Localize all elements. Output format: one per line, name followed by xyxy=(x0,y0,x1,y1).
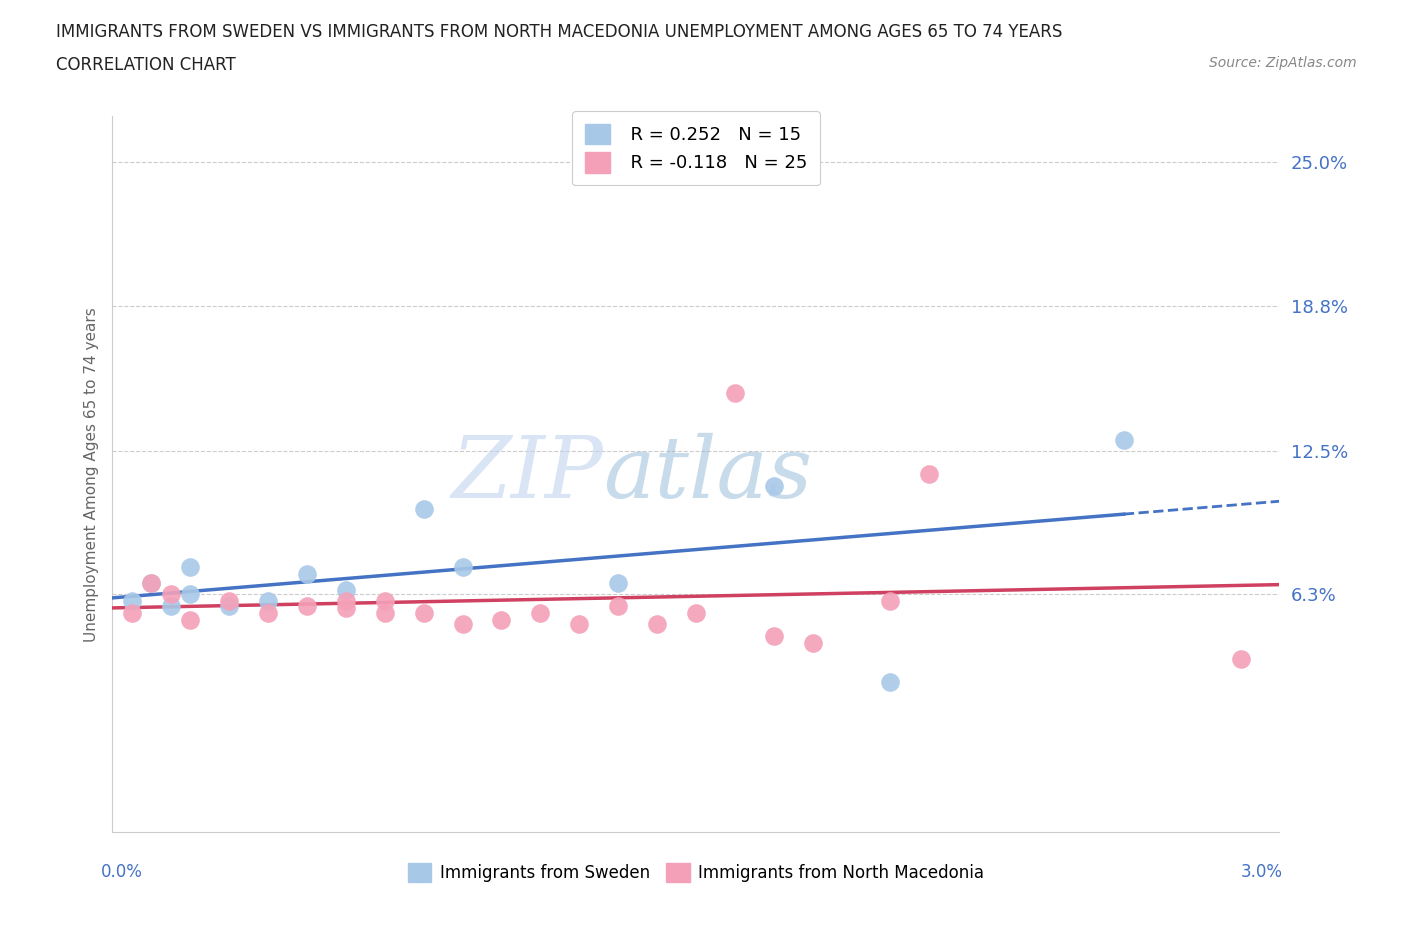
Text: atlas: atlas xyxy=(603,433,811,515)
Point xyxy=(179,587,201,602)
Point xyxy=(451,559,474,574)
Point xyxy=(218,594,240,609)
Point xyxy=(295,566,318,581)
Point xyxy=(491,612,513,627)
Point xyxy=(685,605,707,620)
Point xyxy=(160,587,183,602)
Text: 0.0%: 0.0% xyxy=(101,863,143,882)
Point xyxy=(121,594,143,609)
Point xyxy=(529,605,551,620)
Point xyxy=(257,605,280,620)
Point xyxy=(335,601,357,616)
Text: IMMIGRANTS FROM SWEDEN VS IMMIGRANTS FROM NORTH MACEDONIA UNEMPLOYMENT AMONG AGE: IMMIGRANTS FROM SWEDEN VS IMMIGRANTS FRO… xyxy=(56,23,1063,41)
Point xyxy=(879,675,901,690)
Point xyxy=(335,594,357,609)
Point xyxy=(568,617,591,631)
Point xyxy=(412,501,434,516)
Text: CORRELATION CHART: CORRELATION CHART xyxy=(56,56,236,73)
Point xyxy=(121,605,143,620)
Y-axis label: Unemployment Among Ages 65 to 74 years: Unemployment Among Ages 65 to 74 years xyxy=(83,307,98,642)
Point xyxy=(724,386,747,401)
Point xyxy=(607,599,630,614)
Point xyxy=(179,559,201,574)
Point xyxy=(451,617,474,631)
Text: ZIP: ZIP xyxy=(451,433,603,515)
Point xyxy=(141,576,163,591)
Point xyxy=(335,582,357,597)
Text: 3.0%: 3.0% xyxy=(1240,863,1282,882)
Point xyxy=(160,599,183,614)
Point xyxy=(801,635,824,650)
Point xyxy=(179,612,201,627)
Point xyxy=(607,576,630,591)
Point xyxy=(412,605,434,620)
Point xyxy=(762,629,785,644)
Point xyxy=(218,599,240,614)
Point xyxy=(645,617,668,631)
Point xyxy=(295,599,318,614)
Point xyxy=(374,594,396,609)
Point xyxy=(141,576,163,591)
Point xyxy=(1229,652,1251,667)
Text: Source: ZipAtlas.com: Source: ZipAtlas.com xyxy=(1209,56,1357,70)
Point xyxy=(762,478,785,493)
Point xyxy=(1112,432,1135,447)
Point xyxy=(257,594,280,609)
Point xyxy=(918,467,941,482)
Legend: Immigrants from Sweden, Immigrants from North Macedonia: Immigrants from Sweden, Immigrants from … xyxy=(401,856,991,888)
Point xyxy=(879,594,901,609)
Point xyxy=(374,605,396,620)
